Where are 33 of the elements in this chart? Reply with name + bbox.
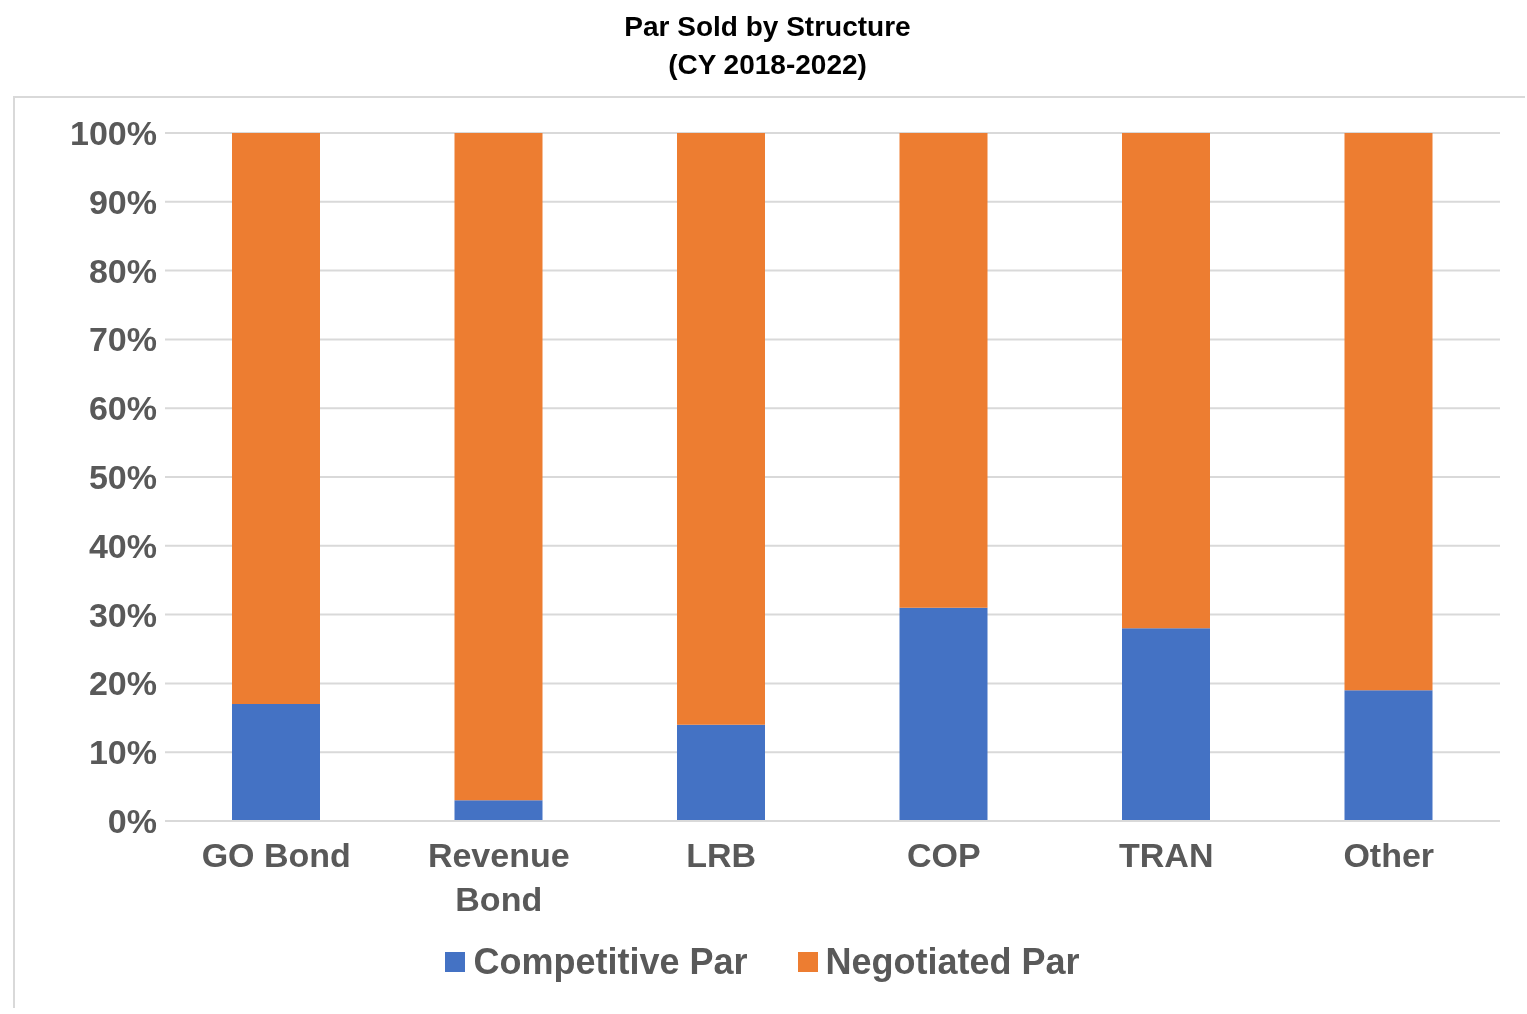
bar <box>1122 133 1210 629</box>
y-tick-label: 0% <box>107 802 157 841</box>
bar <box>454 800 543 821</box>
bar <box>677 724 765 821</box>
legend-label: Competitive Par <box>473 941 748 983</box>
bar <box>1344 133 1433 691</box>
y-tick-label: 80% <box>88 251 157 290</box>
bar <box>1122 628 1210 821</box>
bar <box>677 133 765 725</box>
y-tick-label: 90% <box>88 182 157 221</box>
x-tick-label: Revenue Bond <box>427 836 570 918</box>
x-tick-label: LRB <box>686 836 757 874</box>
y-tick-label: 50% <box>88 458 157 497</box>
y-tick-label: 100% <box>70 114 157 153</box>
x-tick-label: GO Bond <box>201 836 351 874</box>
y-tick-label: 10% <box>88 733 157 772</box>
bar <box>1344 690 1433 821</box>
y-tick-label: 30% <box>88 595 157 634</box>
bar <box>232 704 320 821</box>
y-tick-label: 60% <box>88 389 157 428</box>
y-tick-label: 20% <box>88 664 157 703</box>
x-tick-label: TRAN <box>1119 836 1214 874</box>
x-tick-label: Other <box>1343 836 1435 874</box>
chart-subtitle: (CY 2018-2022) <box>667 48 868 82</box>
bar <box>899 607 988 821</box>
y-tick-label: 40% <box>88 526 157 565</box>
legend-label: Negotiated Par <box>825 941 1080 983</box>
bar <box>899 133 988 608</box>
x-tick-label: COP <box>906 836 981 874</box>
bar <box>454 133 543 801</box>
bar <box>232 133 320 705</box>
chart-title: Par Sold by Structure <box>623 10 912 44</box>
y-tick-label: 70% <box>88 320 157 359</box>
